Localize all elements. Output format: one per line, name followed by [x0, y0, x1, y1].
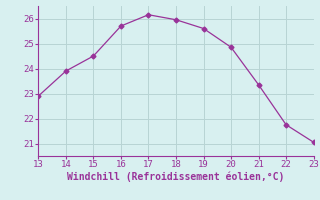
X-axis label: Windchill (Refroidissement éolien,°C): Windchill (Refroidissement éolien,°C): [67, 172, 285, 182]
